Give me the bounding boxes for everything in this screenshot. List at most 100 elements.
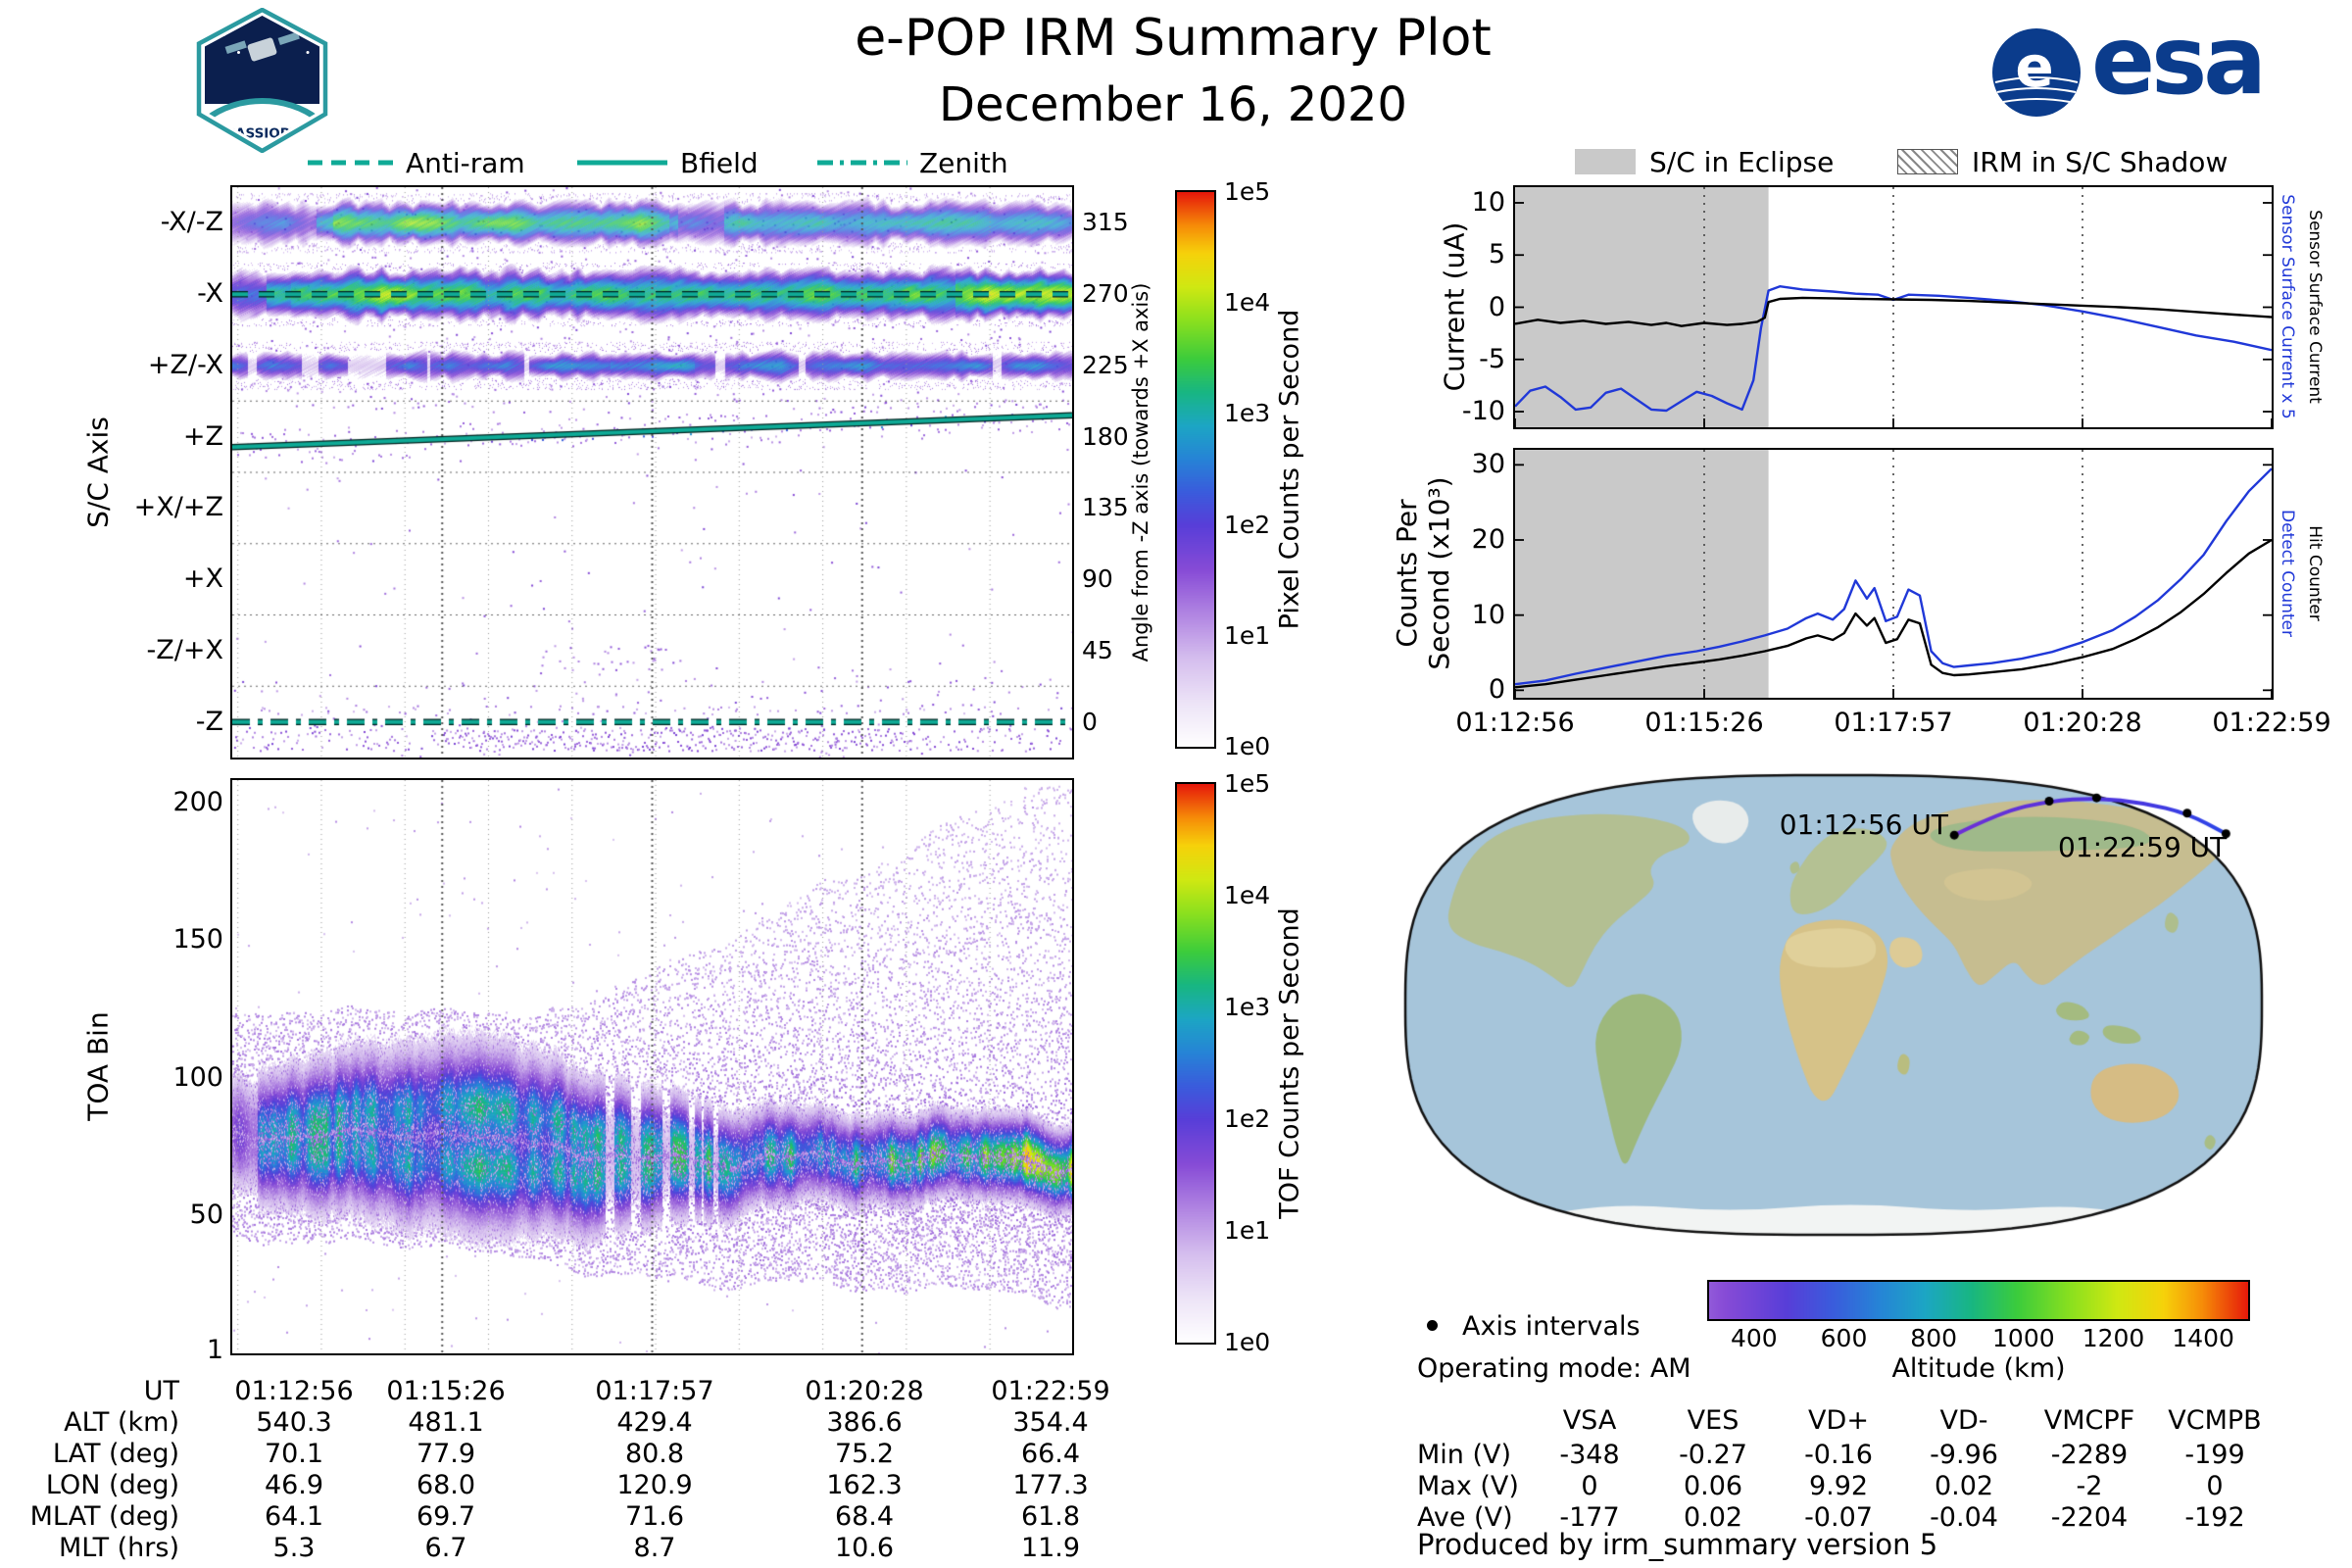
ephemeris-value: 80.8: [624, 1439, 685, 1469]
current-plot-svg: [1514, 187, 2273, 427]
tof-cbar-tick: 1e5: [1224, 769, 1271, 798]
ephemeris-value: 71.6: [624, 1501, 685, 1532]
voltage-value: 9.92: [1808, 1471, 1869, 1501]
current-right-label-blue: Sensor Surface Current x 5: [2278, 194, 2297, 419]
time-xtick: 01:22:59: [2212, 708, 2331, 738]
ephemeris-value: 01:20:28: [805, 1376, 924, 1406]
voltage-value: -2204: [2050, 1502, 2129, 1533]
ephemeris-value: 70.1: [264, 1439, 324, 1469]
ephemeris-value: 68.0: [416, 1470, 476, 1500]
ephemeris-value: 177.3: [1012, 1470, 1089, 1500]
pixel-cbar-tick: 1e4: [1224, 288, 1271, 318]
esa-emblem-letter: e: [2015, 33, 2053, 100]
angle-tick: 270: [1082, 279, 1129, 309]
altitude-tick: 400: [1730, 1324, 1778, 1352]
ephemeris-row-label: LAT (deg): [52, 1439, 179, 1469]
ephemeris-value: 64.1: [264, 1501, 324, 1532]
ephemeris-value: 66.4: [1020, 1439, 1081, 1469]
ephemeris-value: 75.2: [834, 1439, 895, 1469]
altitude-colorbar: [1707, 1280, 2250, 1321]
altitude-colorbar-canvas: [1709, 1282, 2248, 1319]
tof-counts-colorbar-canvas: [1177, 784, 1214, 1343]
toa-tick: 100: [172, 1061, 223, 1093]
voltage-value: 0.02: [1683, 1502, 1743, 1533]
voltage-value: -2289: [2050, 1440, 2129, 1470]
current-right-label-black: Sensor Surface Current: [2305, 210, 2325, 404]
angle-tick: 45: [1082, 635, 1113, 664]
angle-tick: 0: [1082, 707, 1098, 736]
sc-axis-tick: -Z: [195, 706, 223, 737]
ephemeris-value: 5.3: [272, 1533, 316, 1563]
counts-ytick: 30: [1471, 449, 1505, 480]
ephemeris-value: 01:17:57: [595, 1376, 714, 1406]
altitude-tick: 1200: [2082, 1324, 2145, 1352]
bfield-line-icon: [577, 160, 667, 166]
sc-axis-tick: +X/+Z: [133, 492, 223, 523]
toa-spectrogram: [230, 778, 1074, 1355]
counts-right-label-blue: Detect Counter: [2278, 509, 2297, 638]
ephemeris-value: 162.3: [826, 1470, 903, 1500]
tof-cbar-tick: 1e0: [1224, 1328, 1271, 1356]
altitude-tick: 1000: [1992, 1324, 2055, 1352]
ephemeris-value: 481.1: [408, 1407, 484, 1438]
legend-antiram-label: Anti-ram: [406, 147, 525, 179]
counts-ytick: 10: [1471, 599, 1505, 630]
angle-tick: 135: [1082, 493, 1129, 522]
sc-axis-tick: +Z/-X: [147, 349, 223, 380]
ephemeris-value: 386.6: [826, 1407, 903, 1438]
toa-tick: 1: [206, 1335, 223, 1366]
shadow-legend-swatch: [1897, 149, 1958, 174]
counts-ytick: 20: [1471, 524, 1505, 555]
toa-tick: 200: [172, 786, 223, 817]
ephemeris-value: 354.4: [1012, 1407, 1089, 1438]
eclipse-region: [1515, 450, 1769, 698]
ephemeris-value: 120.9: [616, 1470, 693, 1500]
sc-axis-spectrogram-canvas: [232, 187, 1072, 758]
current-ytick: -10: [1461, 396, 1505, 427]
esa-logo: e esa: [1989, 6, 2323, 125]
altitude-colorbar-label: Altitude (km): [1891, 1353, 2066, 1384]
eclipse-legend-swatch: [1575, 149, 1636, 174]
voltage-value: -0.07: [1804, 1502, 1873, 1533]
ephemeris-value: 68.4: [834, 1501, 895, 1532]
pixel-cbar-tick: 1e2: [1224, 510, 1271, 539]
toa-spectrogram-canvas: [232, 780, 1072, 1353]
ephemeris-row-label: ALT (km): [64, 1407, 179, 1438]
toa-tick: 150: [172, 924, 223, 956]
voltage-col-header: VD+: [1808, 1405, 1869, 1436]
ephemeris-value: 69.7: [416, 1501, 476, 1532]
angle-tick: 315: [1082, 208, 1129, 237]
voltage-value: -199: [2184, 1440, 2245, 1470]
current-ytick: 5: [1488, 239, 1505, 270]
voltage-col-header: VMCPF: [2043, 1405, 2135, 1436]
ephemeris-value: 540.3: [256, 1407, 332, 1438]
counts-ylabel-line2: Second (x10³): [1423, 476, 1455, 670]
counts-ytick: 0: [1488, 674, 1505, 706]
series-detect-counter: [1514, 467, 2273, 686]
series-sensor-surface-current: [1514, 296, 2273, 327]
voltage-col-header: VD-: [1939, 1405, 1988, 1436]
counts-ylabel: Counts Per Second (x10³): [1391, 476, 1455, 669]
counts-plot: [1513, 448, 2274, 700]
voltage-row-label: Max (V): [1417, 1471, 1519, 1501]
voltage-row-label: Ave (V): [1417, 1502, 1513, 1533]
produced-by-label: Produced by irm_summary version 5: [1417, 1528, 1938, 1561]
current-ylabel: Current (uA): [1438, 221, 1471, 392]
satellite-icon: [224, 31, 300, 62]
ephemeris-row-label: MLT (hrs): [58, 1533, 179, 1563]
legend-shadow-label: IRM in S/C Shadow: [1972, 146, 2229, 178]
tof-counts-colorbar-label: TOF Counts per Second: [1274, 907, 1305, 1219]
track-end-label: 01:22:59 UT: [2058, 831, 2228, 863]
current-ytick: -5: [1479, 343, 1505, 374]
cassiope-mission-logo: CASSIOPE: [196, 8, 328, 153]
series-hit-counter: [1514, 538, 2273, 689]
voltage-value: -0.27: [1679, 1440, 1747, 1470]
track-start-label: 01:12:56 UT: [1779, 808, 1948, 841]
voltage-value: -348: [1559, 1440, 1620, 1470]
current-ytick: 0: [1488, 291, 1505, 322]
eclipse-region: [1515, 187, 1769, 427]
voltage-value: 0.06: [1683, 1471, 1743, 1501]
angle-tick: 225: [1082, 350, 1129, 379]
legend-eclipse-label: S/C in Eclipse: [1649, 146, 1835, 178]
